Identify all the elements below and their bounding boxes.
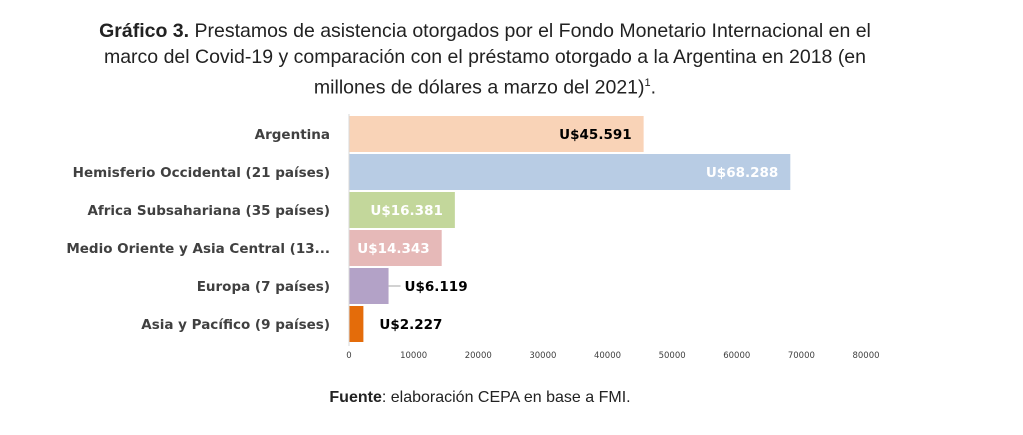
bar	[349, 230, 442, 266]
x-tick-label: 60000	[723, 351, 750, 361]
category-label: Argentina	[255, 127, 330, 143]
bar	[349, 268, 389, 304]
category-label: Africa Subsahariana (35 países)	[87, 203, 330, 219]
x-tick-label: 30000	[529, 351, 556, 361]
title-line-1: Prestamos de asistencia otorgados por el…	[194, 20, 871, 42]
data-label: U$16.381	[370, 203, 442, 219]
bar	[349, 116, 644, 152]
bar	[349, 192, 455, 228]
category-label: Hemisferio Occidental (21 países)	[73, 165, 330, 181]
title-line-2: marco del Covid-19 y comparación con el …	[103, 46, 867, 68]
category-label: Asia y Pacífico (9 países)	[141, 317, 330, 333]
title-prefix: Gráfico 3.	[99, 20, 190, 42]
category-label: Medio Oriente y Asia Central (13...	[66, 241, 330, 257]
data-label: U$14.343	[357, 241, 429, 257]
x-tick-label: 80000	[852, 351, 879, 361]
x-tick-label: 0	[346, 351, 351, 361]
title-end: .	[650, 76, 657, 99]
x-tick-label: 40000	[594, 351, 621, 361]
source-label: Fuente	[329, 389, 382, 406]
data-label: U$45.591	[559, 127, 631, 143]
source-note: Fuente: elaboración CEPA en base a FMI.	[0, 389, 960, 407]
x-tick-label: 70000	[788, 351, 815, 361]
data-label: U$2.227	[379, 317, 442, 333]
source-text: : elaboración CEPA en base a FMI.	[381, 389, 631, 406]
chart-title: Gráfico 3. Prestamos de asistencia otorg…	[10, 18, 960, 101]
x-tick-label: 10000	[400, 351, 427, 361]
title-line-3: millones de dólares a marzo del 2021)	[313, 76, 645, 99]
bar-chart: Argentina U$45.591 Hemisferio Occidental (…	[66, 114, 880, 361]
title-footnote: 1	[644, 77, 651, 89]
x-tick-label: 50000	[659, 351, 686, 361]
data-label: U$68.288	[706, 165, 778, 181]
category-label: Europa (7 países)	[197, 279, 330, 295]
bar	[349, 154, 791, 190]
data-label: U$6.119	[405, 279, 468, 295]
x-tick-label: 20000	[465, 351, 492, 361]
bar	[349, 306, 364, 342]
